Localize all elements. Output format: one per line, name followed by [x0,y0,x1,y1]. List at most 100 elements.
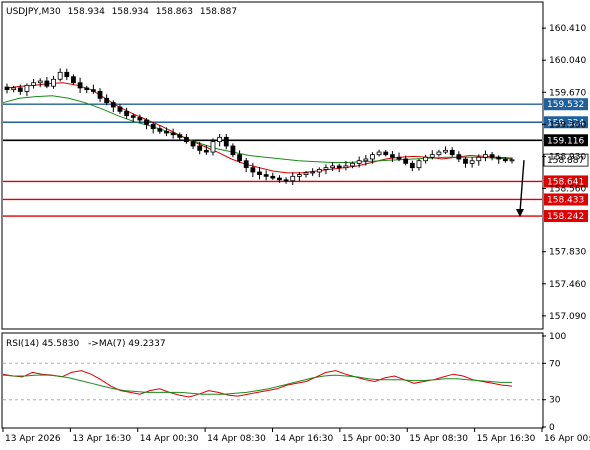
candle-bear [64,71,70,78]
candle-bull [210,141,216,153]
candle-bear [389,154,395,158]
candle-bear [489,154,495,158]
main-panel [1,1,544,330]
candle-bear [117,106,123,112]
candle-bull [303,172,309,176]
level-price-label: 159.532 [547,100,584,110]
price-tick-label: 158.560 [549,184,586,194]
candle-bull [24,84,30,92]
level-price-tag [544,175,588,188]
candle-bear [409,162,415,169]
candle-bear [177,134,183,138]
time-tick-label: 14 Apr 16:30 [275,434,334,444]
candle-bear [71,76,76,84]
candle-bear [97,91,103,99]
candle-bear [496,156,502,160]
candle-bear [223,136,229,147]
level-price-label: 159.324 [547,118,584,128]
candle-bear [403,158,409,164]
time-tick-label: 15 Apr 08:30 [409,434,468,444]
down-arrow [516,160,525,218]
price-axis: 160.410 160.040 159.670 159.300 158.930 158.5… [542,24,586,322]
time-tick-label: 16 Apr 00:30 [544,434,590,444]
candle-bear [230,145,236,156]
rsi-ma-line [2,374,512,395]
price-levels: 159.532 159.324 159.116 158.887 158.641 158.4… [3,98,589,223]
price-tick-label: 157.460 [549,280,586,290]
candle-bull [350,162,355,167]
candle-bear [263,174,269,177]
candle-bear [104,97,110,104]
level-price-tag [544,134,588,147]
candle-bear [396,156,402,160]
candle-bear [270,175,276,179]
candle-bear [250,167,256,173]
candle-bear [383,151,389,156]
candle-bear [164,130,169,134]
price-tick-label: 160.410 [549,24,586,34]
level-price-tag [544,116,588,129]
candle-bull [37,80,43,84]
candle-bull [483,154,488,158]
candle-bull [57,71,63,80]
level-price-label: 158.433 [547,195,584,205]
candle-bear [144,119,149,125]
candles [4,68,515,185]
time-tick-label: 14 Apr 08:30 [207,434,266,444]
level-price-label: 158.641 [547,177,584,187]
candle-bear [463,158,468,164]
arrow-shaft [519,160,525,213]
level-price-tag [544,193,588,206]
candle-bear [84,87,90,91]
level-price-tag [544,98,588,111]
candle-bull [343,165,349,169]
candle-bear [243,160,249,169]
candle-bear [190,141,196,147]
price-tick-label: 158.930 [549,152,586,162]
rsi-panel [1,332,544,429]
candle-bear [44,80,50,87]
candle-bear [237,154,242,162]
rsi-line [2,370,513,398]
candle-bear [157,128,163,132]
candle-bull [429,154,435,158]
price-tick-label: 159.300 [549,120,586,130]
price-tick-label: 159.670 [549,88,586,98]
candle-bear [336,165,342,169]
candle-bear [137,117,143,121]
candle-bear [4,86,10,91]
rsi-header: RSI(14) 45.5830 ->MA(7) 49.2337 [6,339,166,349]
candle-bear [150,123,156,130]
candle-bull [330,165,335,169]
candle-bear [449,149,455,156]
candle-bull [469,160,475,164]
candle-bear [197,145,203,151]
candle-bull [370,154,375,160]
candle-bull [356,160,362,164]
candle-bear [77,82,83,89]
rsi-tick-label: 70 [549,359,561,369]
time-tick-label: 15 Apr 00:30 [342,434,401,444]
candle-bull [31,82,36,86]
candle-bear [130,115,136,118]
candle-bull [376,151,382,156]
candle-bear [277,177,282,181]
level-price-tag [544,210,588,223]
rsi-tick-label: 30 [549,396,561,406]
rsi-tick-label: 100 [549,332,566,342]
time-tick-label: 13 Apr 16:30 [72,434,131,444]
time-tick-label: 14 Apr 00:30 [140,434,199,444]
level-price-label: 158.242 [547,212,584,222]
rsi-tick-label: 0 [549,423,555,433]
candle-bull [290,175,296,182]
candle-bull [217,136,223,143]
level-price-label: 159.116 [547,136,584,146]
candle-bull [423,156,429,162]
candle-bull [416,160,422,169]
candle-bear [124,110,130,117]
candle-bear [17,87,23,92]
candle-bull [476,156,482,162]
time-tick-label: 13 Apr 2026 [5,434,61,444]
rsi-axis: 100 70 30 0 [3,332,566,433]
